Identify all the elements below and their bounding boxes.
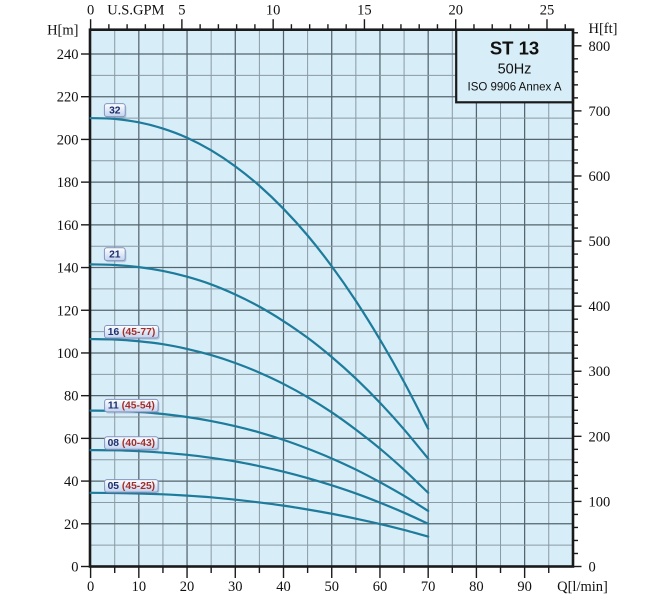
- right-axis-tick-label: 200: [589, 429, 611, 445]
- curve-11: [89, 409, 430, 513]
- curve-label-box: [104, 436, 159, 450]
- left-axis-tick-label: 0: [71, 560, 78, 576]
- title-standard: ISO 9906 Annex A: [468, 82, 562, 94]
- curve-16: [89, 337, 430, 494]
- curve-label-number: 16: [108, 327, 120, 338]
- curve-label-text: 08 (40-43): [108, 438, 156, 449]
- curve-21: [89, 263, 430, 460]
- left-axis-tick-label: 20: [64, 517, 79, 533]
- top-axis-tick-label: 10: [266, 3, 281, 19]
- curve-label-detail: (45-77): [119, 327, 155, 338]
- right-axis-tick-label: 0: [589, 560, 596, 576]
- curve-label-detail: (45-25): [119, 481, 155, 492]
- curve-label-number: 21: [109, 249, 121, 260]
- left-axis-tick-label: 220: [57, 90, 79, 106]
- title-model: ST 13: [490, 38, 539, 59]
- right-axis-name: H[ft]: [589, 21, 618, 37]
- title-box: ST 13 50Hz ISO 9906 Annex A: [455, 28, 575, 104]
- curve-label-21: 21: [103, 247, 127, 263]
- curve-labels: 32 21 16 (45-77) 11 (45-54) 08 (40-43) 05 (45…: [103, 103, 160, 494]
- curve-label-number: 32: [109, 105, 121, 116]
- left-axis-tick-label: 240: [57, 47, 79, 63]
- curve-label-detail: (45-54): [119, 401, 155, 412]
- curve-32: [89, 116, 430, 430]
- top-axis-tick-label: 25: [540, 3, 555, 19]
- curve-05: [89, 491, 430, 538]
- curve-label-08: 08 (40-43): [104, 436, 160, 451]
- left-axis-tick-label: 100: [57, 346, 79, 362]
- curve-label-box: [103, 103, 126, 118]
- curve-08: [89, 449, 430, 525]
- right-axis-tick-label: 800: [589, 39, 611, 55]
- curve-label-32: 32: [103, 103, 127, 119]
- left-axis-tick-label: 160: [57, 218, 79, 234]
- curve-label-11: 11 (45-54): [104, 398, 160, 414]
- top-axis-tick-label: 15: [357, 3, 372, 19]
- curve-label-text: 21: [109, 249, 121, 260]
- right-axis-tick-label: 600: [589, 169, 611, 185]
- bottom-axis-tick-label: 70: [421, 579, 436, 595]
- curve-label-detail: (40-43): [119, 438, 155, 449]
- right-axis-tick-label: 700: [589, 104, 611, 120]
- bottom-axis-tick-label: 10: [132, 579, 147, 595]
- curve-label-box: [104, 398, 159, 413]
- right-axis-tick-label: 500: [589, 234, 611, 250]
- curve-label-number: 05: [108, 481, 120, 492]
- curve-label-05: 05 (45-25): [104, 479, 160, 494]
- right-axis-tick-label: 300: [589, 364, 611, 380]
- axis-ticks: [81, 19, 582, 578]
- curve-label-box: [104, 479, 159, 493]
- left-axis-name: H[m]: [47, 23, 78, 39]
- pump-curves: [89, 116, 430, 538]
- top-axis-tick-label: 20: [448, 3, 463, 19]
- bottom-axis-tick-label: 80: [469, 579, 484, 595]
- curve-label-text: 11 (45-54): [108, 401, 155, 412]
- bottom-axis-name: Q[l/min]: [557, 579, 608, 595]
- bottom-axis-tick-label: 30: [228, 579, 243, 595]
- left-axis-tick-label: 120: [57, 303, 79, 319]
- axis-names: H[m] H[ft] U.S.GPM Q[l/min]: [47, 3, 617, 596]
- curve-label-box: [104, 325, 159, 339]
- bottom-axis-tick-label: 20: [180, 579, 195, 595]
- bottom-axis-tick-label: 90: [517, 579, 532, 595]
- left-axis-tick-label: 200: [57, 132, 79, 148]
- right-axis-tick-label: 400: [589, 299, 611, 315]
- left-axis-tick-label: 80: [64, 389, 79, 405]
- curve-label-text: 05 (45-25): [108, 481, 156, 492]
- bottom-axis-tick-label: 60: [373, 579, 388, 595]
- bottom-axis-tick-label: 0: [87, 579, 94, 595]
- curve-label-number: 11: [108, 401, 119, 412]
- left-axis-tick-label: 180: [57, 175, 79, 191]
- curve-label-number: 08: [108, 438, 120, 449]
- left-axis-tick-label: 40: [64, 474, 79, 490]
- curve-label-box: [103, 247, 126, 262]
- top-axis-name: U.S.GPM: [107, 3, 164, 19]
- axis-tick-labels: 0 10 20 30 40 50 60 70 80 90020406080100120140160…: [57, 3, 611, 596]
- bottom-axis-tick-label: 40: [276, 579, 291, 595]
- title-frequency: 50Hz: [498, 62, 532, 78]
- grid-lines: [90, 29, 573, 567]
- curve-label-text: 16 (45-77): [108, 327, 156, 338]
- left-axis-tick-label: 60: [64, 431, 79, 447]
- curve-label-text: 32: [109, 105, 121, 116]
- bottom-axis-tick-label: 50: [324, 579, 339, 595]
- top-axis-tick-label: 5: [178, 3, 185, 19]
- curve-label-16: 16 (45-77): [104, 325, 160, 340]
- top-axis-tick-label: 0: [87, 3, 94, 19]
- left-axis-tick-label: 140: [57, 261, 79, 277]
- right-axis-tick-label: 100: [589, 494, 611, 510]
